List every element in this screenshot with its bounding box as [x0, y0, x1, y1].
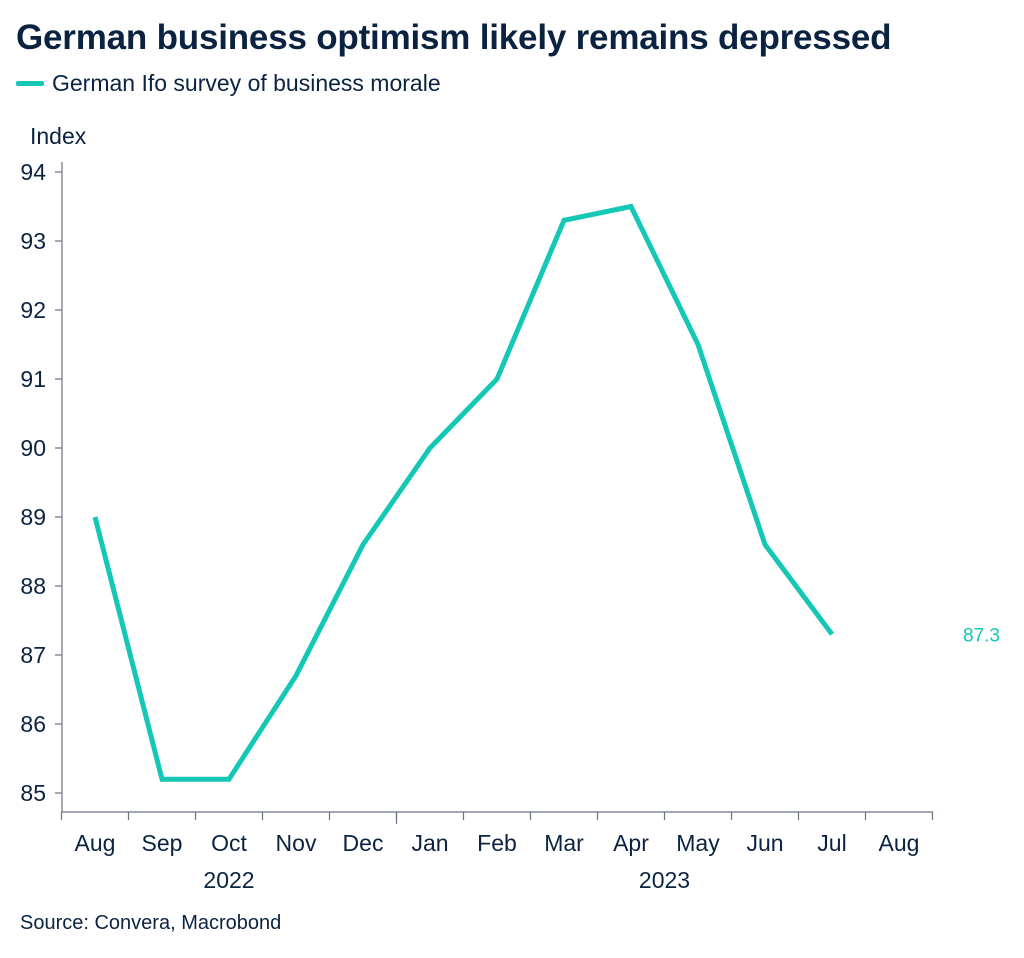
legend-label: German Ifo survey of business morale — [52, 70, 441, 96]
y-axis-unit-label: Index — [30, 123, 87, 149]
x-tick-label: May — [676, 830, 720, 856]
x-tick-label: Feb — [477, 830, 517, 856]
legend-swatch — [16, 81, 44, 86]
x-tick-label: Aug — [75, 830, 116, 856]
x-tick-label: Sep — [142, 830, 183, 856]
y-tick-label: 90 — [20, 435, 46, 461]
series-line — [92, 203, 835, 782]
x-tick-label: Oct — [211, 830, 247, 856]
y-tick-label: 89 — [20, 504, 46, 530]
y-tick-label: 86 — [20, 711, 46, 737]
y-tick-label: 87 — [20, 642, 46, 668]
x-tick-label: Nov — [276, 830, 317, 856]
x-tick-label: Aug — [879, 830, 920, 856]
y-tick-label: 94 — [20, 159, 46, 185]
x-year-label: 2023 — [639, 867, 690, 893]
x-tick-label: Jul — [817, 830, 846, 856]
x-tick-label: Jan — [411, 830, 448, 856]
y-tick-label: 92 — [20, 297, 46, 323]
x-tick-label: Dec — [343, 830, 384, 856]
x-tick-label: Jun — [746, 830, 783, 856]
y-tick-label: 91 — [20, 366, 46, 392]
end-value-label: 87.3 — [963, 625, 1000, 646]
y-tick-label: 93 — [20, 228, 46, 254]
x-tick-label: Mar — [544, 830, 584, 856]
x-tick-label: Apr — [613, 830, 649, 856]
x-year-label: 2022 — [203, 867, 254, 893]
legend: German Ifo survey of business morale — [16, 70, 441, 97]
y-tick-label: 88 — [20, 573, 46, 599]
chart-title: German business optimism likely remains … — [16, 18, 892, 57]
y-tick-label: 85 — [20, 780, 46, 806]
source-note: Source: Convera, Macrobond — [20, 912, 282, 934]
